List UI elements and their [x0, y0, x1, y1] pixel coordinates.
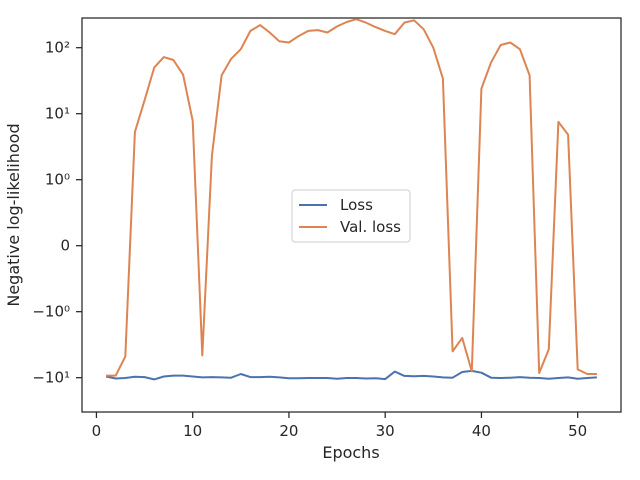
x-tick-label: 20	[279, 422, 298, 440]
y-tick-label: −10⁰	[32, 303, 70, 321]
legend: Loss Val. loss	[291, 189, 411, 243]
legend-label-val-loss: Val. loss	[340, 218, 401, 236]
x-tick-label: 10	[183, 422, 202, 440]
x-tick-label: 40	[472, 422, 491, 440]
x-tick-label: 0	[92, 422, 102, 440]
x-axis: 0 10 20 30 40 50	[92, 412, 587, 440]
x-axis-label: Epochs	[322, 443, 379, 462]
y-axis-label: Negative log-likelihood	[4, 123, 23, 306]
series-line-val-loss	[106, 18, 597, 377]
y-tick-label: 10²	[45, 39, 70, 57]
y-axis: 10² 10¹ 10⁰ 0 −10⁰ −10¹	[32, 39, 82, 387]
series-line-loss	[105, 369, 597, 381]
legend-box	[291, 189, 411, 243]
series-lines	[105, 18, 597, 381]
x-tick-label: 30	[376, 422, 395, 440]
x-tick-label: 50	[568, 422, 587, 440]
legend-label-loss: Loss	[340, 196, 373, 214]
y-tick-label: 10¹	[45, 105, 70, 123]
y-tick-label: −10¹	[32, 369, 70, 387]
y-tick-label: 10⁰	[45, 171, 70, 189]
y-tick-label: 0	[60, 237, 70, 255]
